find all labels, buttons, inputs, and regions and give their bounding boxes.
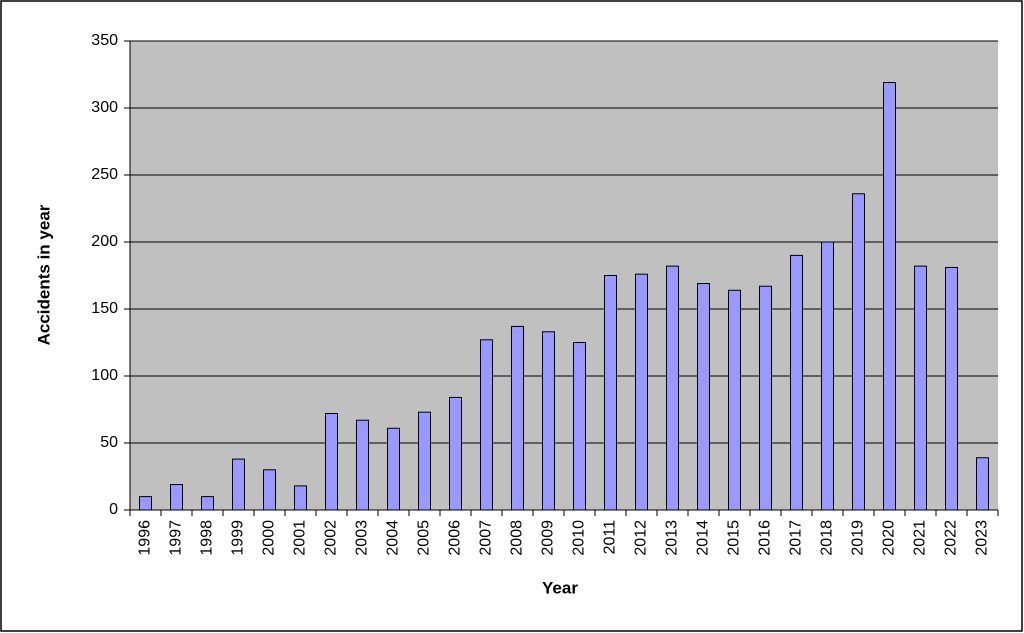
x-tick-label: 2022	[943, 520, 960, 556]
bar	[976, 457, 989, 511]
x-tick-label: 2003	[354, 520, 371, 556]
bar	[356, 419, 369, 511]
bar	[604, 275, 617, 511]
bar	[542, 331, 555, 511]
x-tick-label: 1999	[230, 520, 247, 556]
bar	[511, 325, 524, 511]
x-tick-label: 2011	[602, 520, 619, 555]
x-tick-label: 2008	[509, 520, 526, 556]
bar	[232, 458, 245, 511]
bar	[790, 254, 803, 511]
bar	[883, 82, 896, 511]
bar	[325, 413, 338, 511]
x-tick-label: 2018	[819, 520, 836, 556]
x-tick-label: 2002	[323, 520, 340, 556]
x-tick-label: 2007	[478, 520, 495, 556]
bar	[449, 396, 462, 511]
x-tick-label: 2004	[385, 520, 402, 556]
y-axis-title: Accidents in year	[34, 204, 53, 345]
y-tick-label: 350	[91, 32, 118, 49]
x-tick-label: 2012	[633, 520, 650, 556]
bar	[170, 484, 183, 511]
x-tick-label: 2010	[571, 520, 588, 556]
x-tick-label: 1998	[199, 520, 216, 556]
bar	[666, 265, 679, 511]
x-tick-label: 2005	[416, 520, 433, 556]
y-tick-label: 250	[91, 166, 118, 183]
x-tick-label: 2001	[292, 520, 309, 556]
bar	[728, 289, 741, 511]
y-tick-label: 200	[91, 233, 118, 250]
bar	[294, 485, 307, 511]
x-tick-label: 2009	[540, 520, 557, 556]
x-tick-label: 2017	[788, 520, 805, 556]
bar	[697, 283, 710, 511]
y-tick-label: 50	[100, 434, 118, 451]
y-tick-label: 300	[91, 99, 118, 116]
bar	[480, 339, 493, 511]
bar	[263, 469, 276, 511]
x-tick-label: 1997	[168, 520, 185, 556]
bar	[573, 342, 586, 511]
bar	[635, 273, 648, 511]
bar	[387, 427, 400, 511]
bar	[852, 193, 865, 511]
bar	[139, 496, 152, 511]
x-tick-label: 2006	[447, 520, 464, 556]
bar	[201, 496, 214, 511]
y-tick-label: 100	[91, 367, 118, 384]
bar	[945, 266, 958, 511]
x-tick-label: 2023	[974, 520, 991, 556]
x-tick-label: 2013	[664, 520, 681, 556]
x-tick-label: 2016	[757, 520, 774, 556]
bar	[759, 285, 772, 511]
x-axis-title: Year	[542, 578, 578, 597]
plot-area	[130, 41, 998, 510]
x-tick-label: 2019	[850, 520, 867, 556]
x-tick-label: 2014	[695, 520, 712, 556]
bar	[914, 265, 927, 511]
bar	[821, 241, 834, 511]
y-tick-label: 150	[91, 300, 118, 317]
x-tick-label: 2015	[726, 520, 743, 556]
x-tick-label: 2021	[912, 520, 929, 556]
x-tick-label: 1996	[137, 520, 154, 556]
y-tick-label: 0	[109, 501, 118, 518]
bar	[418, 411, 431, 511]
x-tick-label: 2020	[881, 520, 898, 556]
x-tick-label: 2000	[261, 520, 278, 556]
